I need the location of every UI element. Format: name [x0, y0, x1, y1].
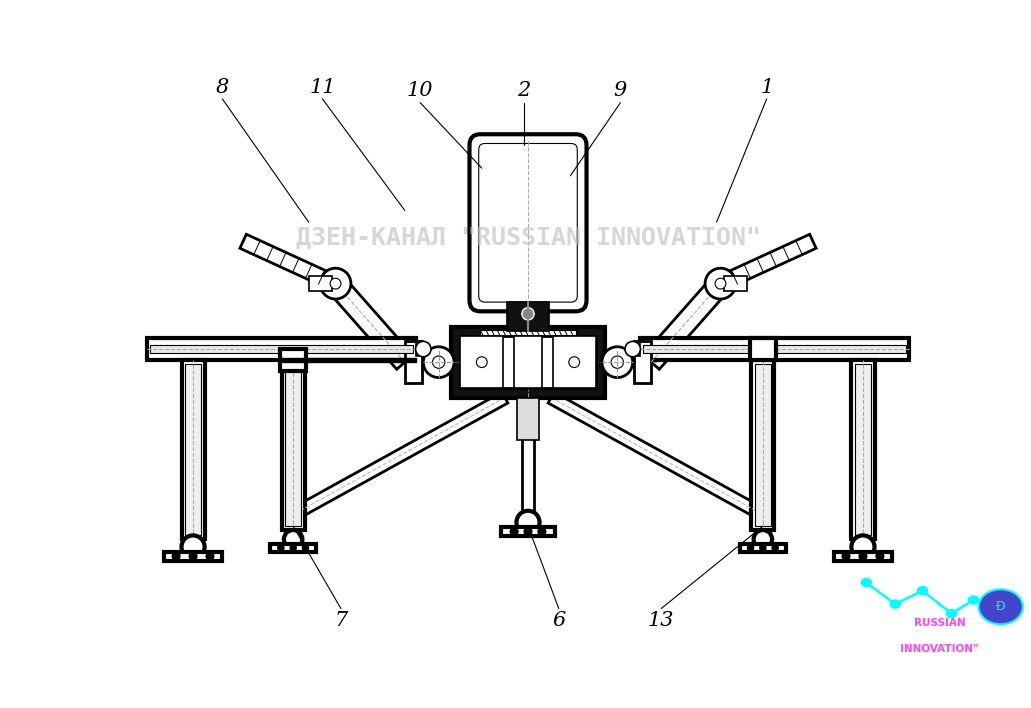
- Text: 8: 8: [215, 77, 229, 96]
- Bar: [642, 346, 906, 353]
- Bar: [856, 364, 870, 535]
- Text: 6: 6: [553, 611, 565, 630]
- Circle shape: [190, 552, 197, 560]
- Bar: [480, 330, 575, 336]
- Bar: [740, 544, 786, 552]
- Polygon shape: [328, 277, 412, 370]
- Bar: [149, 346, 413, 353]
- Circle shape: [476, 357, 488, 367]
- Circle shape: [302, 544, 308, 551]
- Polygon shape: [522, 398, 534, 523]
- Bar: [308, 276, 332, 291]
- Text: 1: 1: [760, 77, 773, 96]
- Bar: [750, 338, 776, 360]
- Circle shape: [524, 527, 532, 535]
- Circle shape: [705, 268, 736, 299]
- Circle shape: [861, 578, 871, 586]
- Circle shape: [569, 357, 579, 367]
- Bar: [281, 360, 305, 530]
- Bar: [507, 302, 548, 331]
- Text: 7: 7: [334, 611, 347, 630]
- Circle shape: [611, 356, 624, 368]
- Circle shape: [290, 544, 296, 551]
- Bar: [834, 552, 892, 561]
- Circle shape: [517, 510, 539, 534]
- Text: Ð: Ð: [996, 600, 1005, 613]
- Text: 13: 13: [647, 611, 674, 630]
- Circle shape: [918, 586, 928, 595]
- Circle shape: [772, 544, 778, 551]
- Circle shape: [510, 527, 518, 535]
- Bar: [755, 364, 770, 526]
- Circle shape: [760, 544, 766, 551]
- Bar: [405, 341, 422, 383]
- Text: 11: 11: [309, 77, 336, 96]
- Bar: [286, 364, 301, 526]
- Circle shape: [716, 278, 726, 289]
- Text: 10: 10: [407, 81, 433, 101]
- Text: идеи. изобретения. самоделки.: идеи. изобретения. самоделки.: [893, 674, 986, 679]
- Circle shape: [538, 527, 545, 535]
- Circle shape: [415, 341, 431, 357]
- Bar: [554, 336, 596, 389]
- Bar: [852, 360, 874, 539]
- Polygon shape: [290, 392, 508, 520]
- Circle shape: [602, 347, 633, 377]
- Circle shape: [946, 610, 957, 617]
- Circle shape: [284, 530, 302, 549]
- Circle shape: [747, 544, 754, 551]
- Circle shape: [433, 356, 444, 368]
- Bar: [501, 527, 555, 536]
- Text: INNOVATION": INNOVATION": [900, 644, 978, 654]
- Circle shape: [754, 530, 772, 549]
- Circle shape: [968, 596, 978, 604]
- Circle shape: [859, 552, 867, 560]
- Bar: [634, 341, 652, 383]
- Bar: [518, 398, 539, 440]
- Circle shape: [522, 308, 534, 320]
- Bar: [281, 358, 417, 362]
- Circle shape: [625, 341, 640, 357]
- Circle shape: [172, 552, 180, 560]
- Bar: [633, 342, 639, 356]
- Polygon shape: [548, 392, 766, 520]
- Circle shape: [890, 600, 900, 608]
- Bar: [451, 326, 605, 398]
- Circle shape: [842, 552, 850, 560]
- Bar: [725, 276, 747, 291]
- Circle shape: [330, 278, 341, 289]
- Bar: [639, 338, 909, 360]
- Bar: [514, 336, 542, 389]
- Bar: [752, 360, 774, 530]
- Polygon shape: [240, 234, 339, 290]
- Circle shape: [320, 268, 351, 299]
- Circle shape: [206, 552, 213, 560]
- Circle shape: [424, 347, 454, 377]
- Bar: [460, 336, 502, 389]
- Bar: [280, 349, 306, 370]
- Circle shape: [277, 544, 284, 551]
- Circle shape: [181, 535, 204, 559]
- Bar: [270, 544, 317, 552]
- Text: 9: 9: [613, 81, 627, 101]
- Bar: [186, 364, 201, 535]
- Text: RUSSIAN: RUSSIAN: [913, 617, 965, 627]
- Polygon shape: [718, 234, 817, 290]
- Bar: [181, 360, 204, 539]
- Bar: [146, 338, 417, 360]
- FancyBboxPatch shape: [478, 144, 577, 302]
- Circle shape: [852, 535, 874, 559]
- Bar: [417, 342, 424, 356]
- Bar: [164, 552, 223, 561]
- FancyBboxPatch shape: [469, 135, 587, 312]
- Text: ДЗЕН-КАНАЛ "RUSSIAN INNOVATION": ДЗЕН-КАНАЛ "RUSSIAN INNOVATION": [296, 225, 761, 249]
- Circle shape: [978, 589, 1023, 624]
- Text: 2: 2: [518, 81, 531, 101]
- Polygon shape: [643, 277, 729, 370]
- Circle shape: [876, 552, 884, 560]
- Bar: [460, 336, 596, 389]
